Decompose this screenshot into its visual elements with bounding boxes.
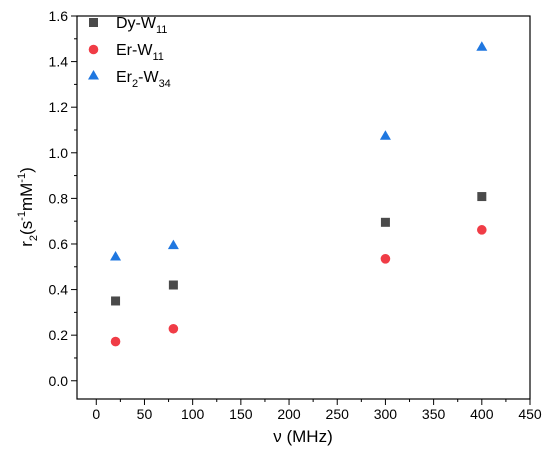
- y-tick-label: 1.6: [49, 8, 69, 24]
- dy-w11-point: [380, 217, 390, 227]
- er-w11-point: [477, 225, 487, 235]
- x-tick-label: 50: [137, 406, 153, 422]
- x-tick-label: 0: [92, 406, 100, 422]
- x-tick-label: 450: [518, 406, 542, 422]
- data-markers: [110, 41, 488, 347]
- er2-w34-point: [167, 239, 179, 250]
- plot-frame: [76, 15, 531, 400]
- legend: Dy-W11 Er-W11 Er2-W34: [88, 15, 171, 90]
- x-tick-label: 100: [181, 406, 205, 422]
- er-w11-point: [380, 253, 391, 264]
- y-tick-label: 1.2: [49, 99, 69, 115]
- x-tick-label: 200: [277, 406, 301, 422]
- er-w11-point: [110, 336, 121, 347]
- axis-ticks: 0 50 100 150 200 250 300 350 400 450 0.0 0.2 0.4 0.6 0…: [49, 8, 542, 422]
- x-tick-label: 350: [422, 406, 446, 422]
- er-w11-point: [168, 323, 179, 334]
- x-tick-label: 400: [470, 406, 494, 422]
- er2-w34-point: [110, 251, 122, 261]
- y-tick-label: 1.0: [49, 145, 69, 161]
- x-tick-label: 250: [326, 406, 350, 422]
- y-tick-label: 1.4: [49, 54, 69, 70]
- x-tick-label: 150: [229, 406, 253, 422]
- y-tick-label: 0.8: [49, 190, 69, 206]
- y-tick-label: 0.6: [49, 236, 69, 252]
- dy-w11-point: [168, 280, 178, 290]
- legend-label-er-w11: Er-W11: [116, 42, 164, 63]
- y-tick-label: 0.4: [49, 282, 69, 298]
- legend-marker-er-w11: [88, 44, 99, 55]
- legend-marker-er2-w34: [88, 70, 99, 80]
- er2-w34-point: [476, 41, 488, 51]
- legend-marker-dy-w11: [89, 18, 98, 27]
- y-axis-title: r2(s-1mM-1): [16, 167, 40, 247]
- x-axis-title: ν (MHz): [273, 427, 332, 446]
- legend-label-er2-w34: Er2-W34: [116, 69, 171, 90]
- legend-label-dy-w11: Dy-W11: [116, 15, 167, 36]
- dy-w11-point: [111, 296, 121, 306]
- y-tick-label: 0.0: [49, 373, 69, 389]
- dy-w11-point: [477, 192, 487, 202]
- x-tick-label: 300: [374, 406, 398, 422]
- er2-w34-point: [379, 130, 391, 140]
- y-tick-label: 0.2: [49, 327, 69, 343]
